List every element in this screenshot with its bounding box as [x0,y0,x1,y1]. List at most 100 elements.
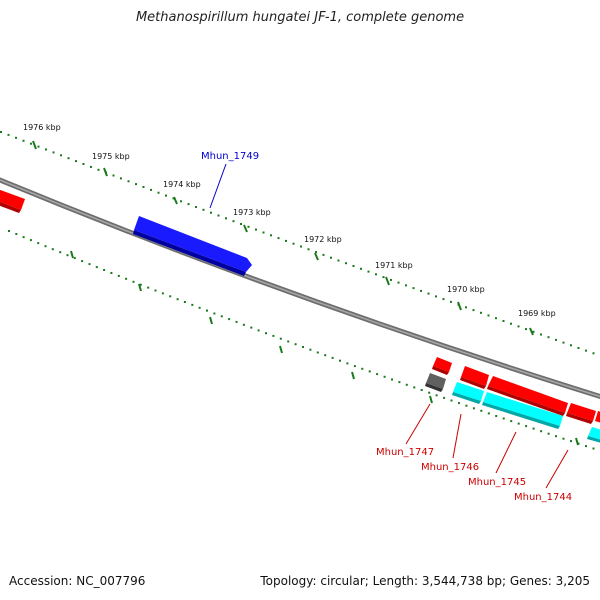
ruler-minor-tick [272,334,275,337]
ruler-minor-tick [435,295,437,298]
ruler-label: 1970 kbp [447,285,485,294]
ruler-minor-tick [8,230,10,232]
ruler-minor-tick [37,242,40,245]
ruler-minor-tick [487,412,490,415]
ruler-minor-tick [67,157,70,160]
ruler-minor-tick [450,300,452,303]
ruler-minor-tick [270,234,272,237]
ruler-minor-tick [127,180,130,183]
ruler-minor-tick [235,320,238,323]
ruler-major-tick [529,327,534,336]
ruler-label: 1974 kbp [163,180,201,189]
ruler-minor-tick [172,197,175,200]
ruler-minor-tick [105,171,107,174]
ruler-minor-tick [502,320,505,322]
ruler-minor-tick [202,208,205,211]
gene-forward-d[interactable] [595,411,600,424]
ruler-minor-tick [480,311,482,314]
ruler-minor-tick [147,286,150,289]
ruler-minor-tick [322,253,325,256]
ruler-minor-tick [390,278,392,281]
ruler-minor-tick [361,367,364,370]
gene-mhun-1745[interactable] [482,392,563,429]
ruler-minor-tick [412,287,415,290]
ruler-minor-tick [382,276,385,279]
label-leaders [209,163,569,489]
ruler-minor-tick [213,312,216,315]
ruler-minor-tick [75,160,77,163]
gene-other-mhun-1747[interactable] [425,373,446,392]
ruler-minor-tick [428,391,431,394]
accession-text: Accession: NC_007796 [9,574,146,588]
ruler-minor-tick [81,260,84,263]
ruler-minor-tick [450,399,453,402]
gene-small-forward[interactable] [432,357,452,375]
gene-mhun-1749[interactable] [133,216,252,276]
ruler-minor-tick [420,289,422,292]
ruler-minor-tick [487,314,490,317]
ruler-minor-tick [220,315,223,318]
ruler-minor-tick [353,365,356,368]
ruler-minor-tick [82,163,85,165]
ruler-minor-tick [187,203,190,206]
ruler-minor-tick [206,309,208,312]
ruler-minor-tick [45,148,47,151]
gene-forward-b[interactable] [487,376,568,416]
ruler-minor-tick [180,200,182,203]
ruler-minor-tick [37,145,40,148]
ruler-minor-tick [15,233,18,235]
ruler-major-tick [314,252,319,261]
ruler-minor-tick [60,154,62,157]
genome-summary-text: Topology: circular; Length: 3,544,738 bp… [260,574,590,588]
ruler-minor-tick [300,245,302,248]
ruler-minor-tick [405,383,408,386]
ruler-minor-tick [547,336,550,339]
ruler-minor-tick [135,183,137,186]
genome-backbone [0,177,600,400]
ruler-minor-tick [367,270,370,273]
ruler-major-tick [243,224,248,233]
ruler-minor-tick [465,306,467,309]
ruler-label: 1972 kbp [304,235,342,244]
gene-mhun-1746[interactable] [452,382,484,404]
ruler-minor-tick [73,257,76,260]
ruler-minor-tick [570,440,572,443]
ruler-minor-tick [525,328,527,331]
ruler-minor-tick [112,174,115,177]
ruler-minor-tick [562,437,565,440]
ruler-minor-tick [397,281,400,284]
inner-ruler-major-tick [279,345,283,354]
ruler-minor-tick [585,445,587,448]
inner-ruler-major-tick [429,395,433,404]
ruler-minor-tick [110,272,113,274]
ruler-minor-tick [95,266,98,269]
ruler-minor-tick [472,407,475,410]
ruler-minor-tick [29,239,32,242]
gene-partial-left[interactable] [0,188,25,213]
ruler-minor-tick [120,177,122,180]
ruler-minor-tick [316,351,319,354]
ruler-minor-tick [458,402,460,405]
ruler-minor-tick [510,322,512,325]
ruler-minor-tick [277,237,280,240]
ruler-minor-tick [368,370,371,373]
ruler-minor-tick [97,168,100,171]
ruler-minor-tick [52,151,55,154]
gene-label-mhun-1744: Mhun_1744 [514,492,572,503]
gene-label-mhun-1747: Mhun_1747 [376,447,434,458]
ruler-label: 1976 kbp [23,123,61,132]
ruler-minor-tick [465,404,468,407]
ruler-minor-tick [176,298,179,301]
gene-reverse-right[interactable] [587,427,600,444]
ruler-major-tick [385,276,390,286]
ruler-minor-tick [391,378,393,381]
gene-forward-c[interactable] [566,403,596,424]
ruler-minor-tick [90,165,92,168]
ruler-minor-tick [154,289,157,292]
ruler-minor-tick [22,139,25,142]
gene-forward-a[interactable] [460,366,489,389]
ruler-minor-tick [257,329,260,332]
ruler-minor-tick [330,256,332,259]
ruler-minor-tick [495,415,498,417]
